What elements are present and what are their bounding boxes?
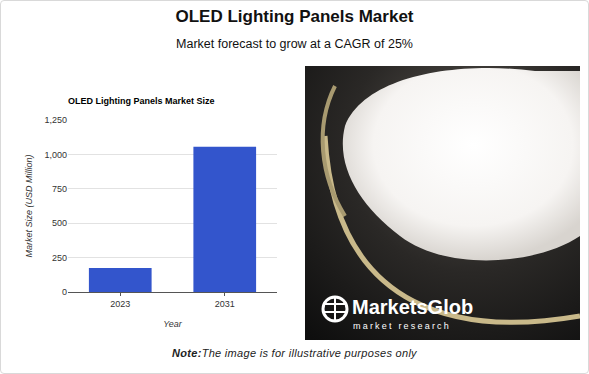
svg-text:2031: 2031 xyxy=(215,299,235,309)
svg-text:2023: 2023 xyxy=(110,299,130,309)
html-text:Note: The image is for illustr: Note: The image is for illustrative purp… xyxy=(172,347,417,359)
svg-text:Year: Year xyxy=(163,319,183,329)
svg-text:0: 0 xyxy=(62,287,67,297)
svg-text:market research: market research xyxy=(353,321,451,331)
svg-text:1,250: 1,250 xyxy=(44,115,67,125)
svg-text:500: 500 xyxy=(52,218,67,228)
html-text:OLED Lighting Panels Market: OLED Lighting Panels Market xyxy=(175,7,414,26)
svg-text:MarketsGlob: MarketsGlob xyxy=(352,296,473,318)
svg-text:Market Size (USD Million): Market Size (USD Million) xyxy=(24,154,34,257)
svg-text:750: 750 xyxy=(52,184,67,194)
svg-text:250: 250 xyxy=(52,253,67,263)
svg-text:OLED Lighting Panels Market Si: OLED Lighting Panels Market Size xyxy=(68,96,215,106)
svg-text:1,000: 1,000 xyxy=(44,150,67,160)
html-text:Market forecast to grow at a C: Market forecast to grow at a CAGR of 25% xyxy=(176,37,413,51)
